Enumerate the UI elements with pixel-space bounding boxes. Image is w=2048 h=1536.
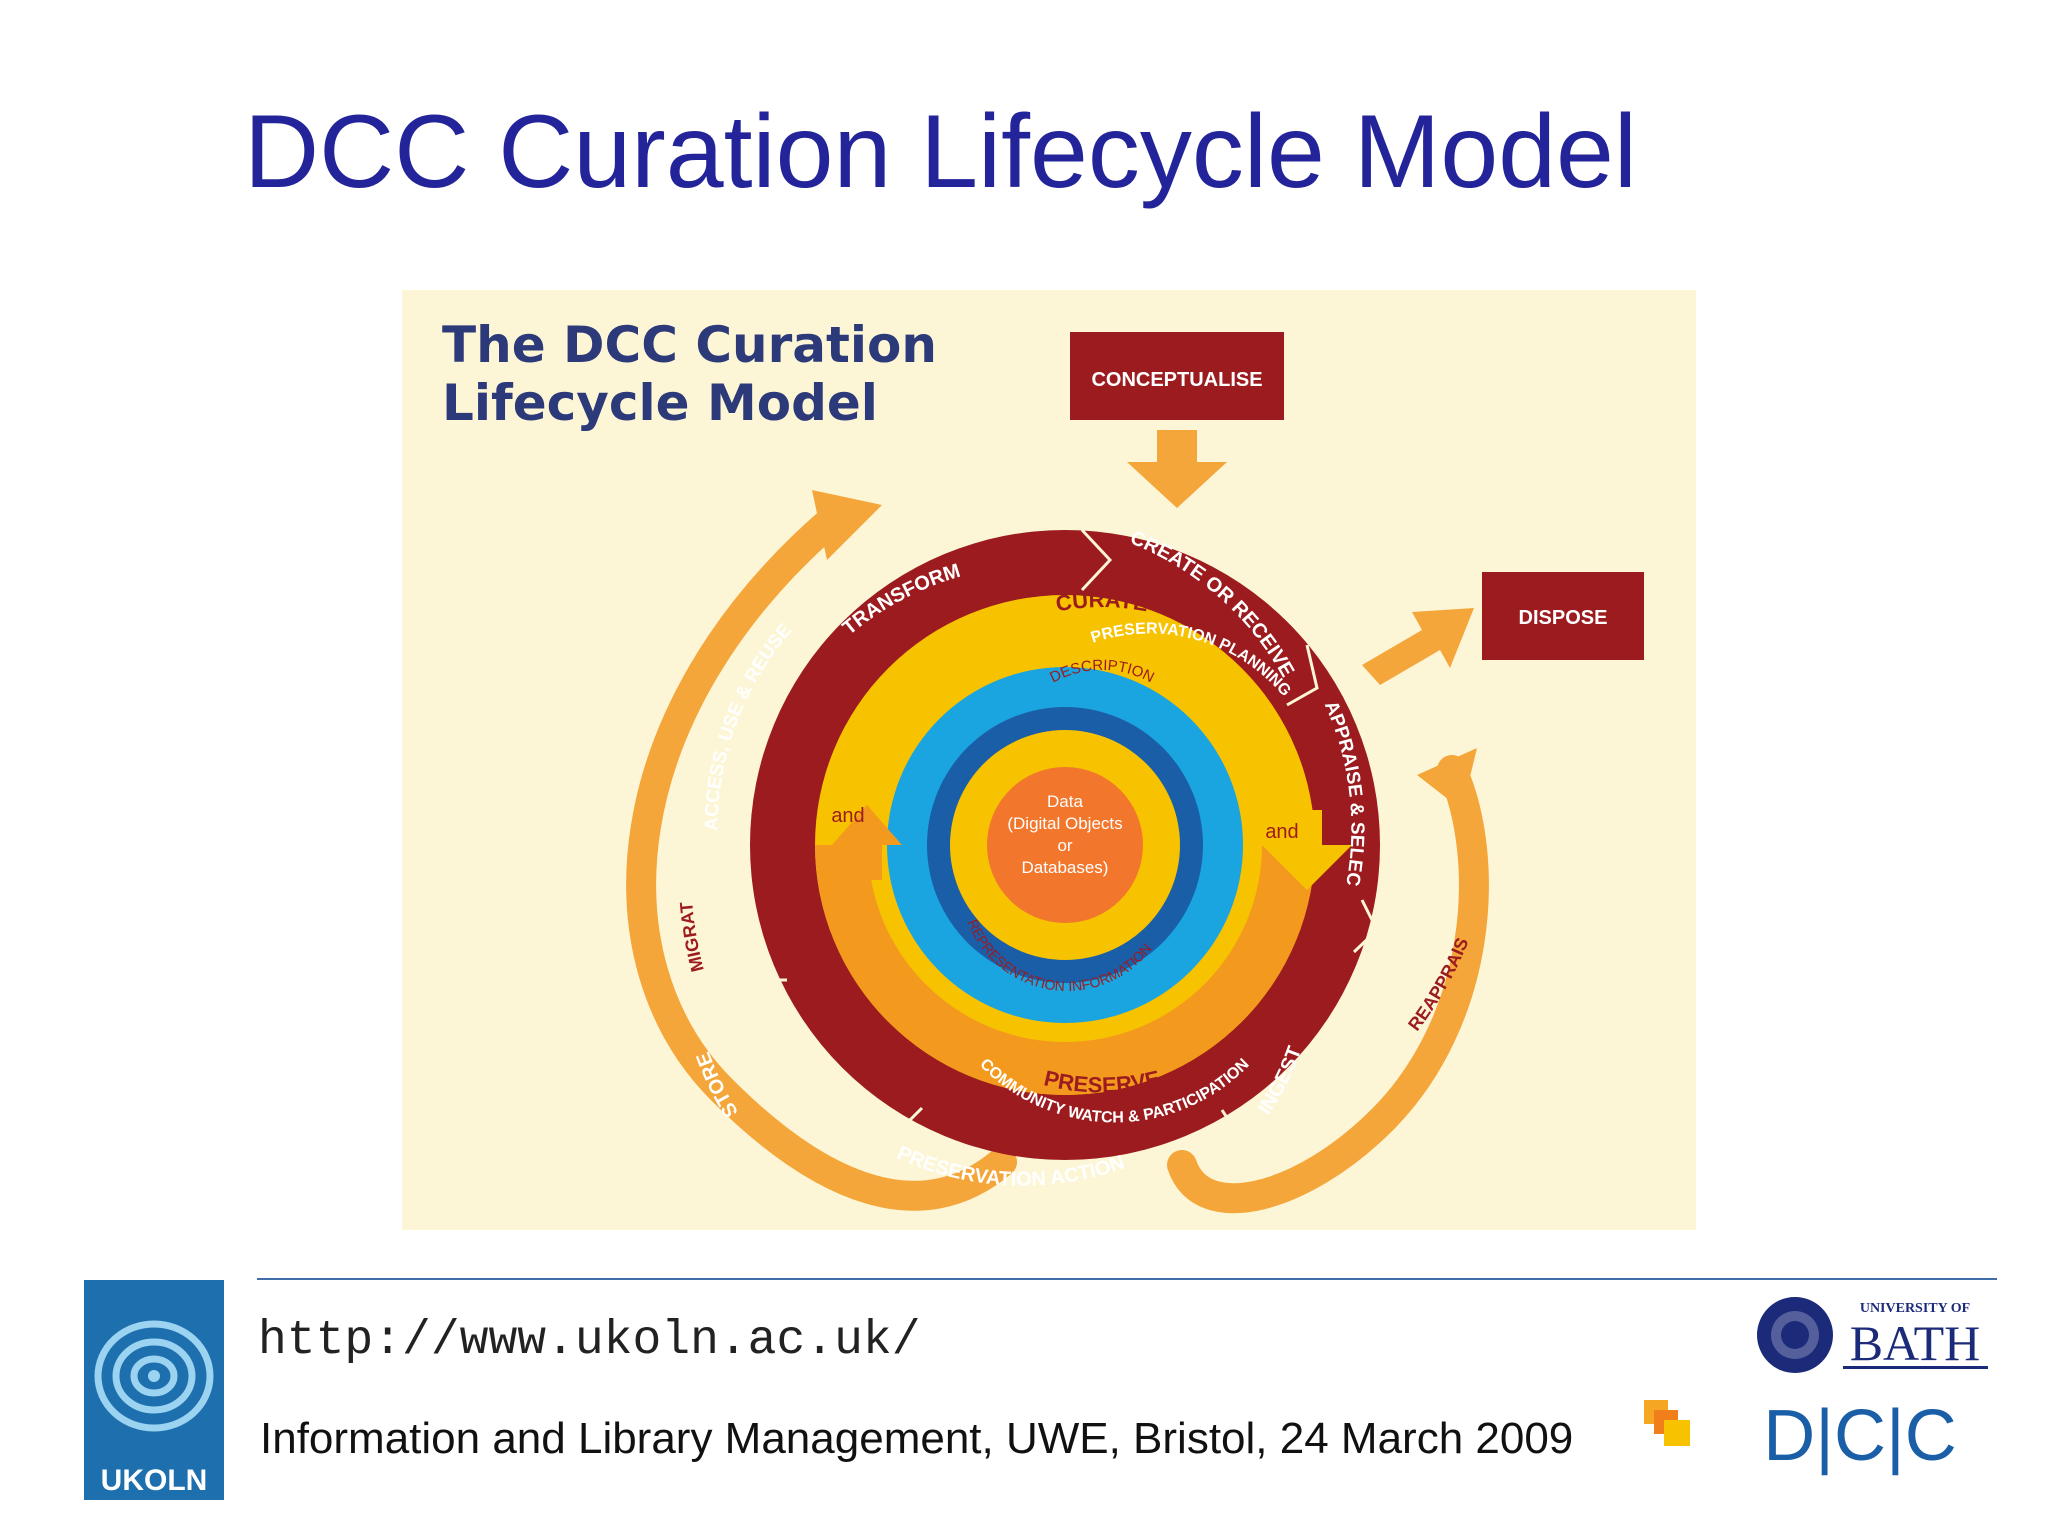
and-left-label: and bbox=[831, 805, 864, 827]
footer-url[interactable]: http://www.ukoln.ac.uk/ bbox=[258, 1314, 921, 1368]
bath-logo-big-text: BATH bbox=[1850, 1315, 1981, 1371]
ukoln-logo: UKOLN bbox=[84, 1280, 224, 1500]
core-line3: or bbox=[1057, 836, 1072, 855]
curation-lifecycle-diagram: The DCC Curation Lifecycle Model CONCEPT… bbox=[402, 290, 1696, 1230]
and-left-arrow bbox=[832, 805, 902, 880]
bath-logo-small-text: UNIVERSITY OF bbox=[1860, 1301, 1970, 1316]
core-line4: Databases) bbox=[1022, 858, 1109, 877]
reappraise-arrowhead bbox=[1417, 748, 1477, 810]
dcc-logo: D|C|C bbox=[1644, 1396, 1957, 1476]
migrate-arrow bbox=[626, 505, 1017, 1211]
footer-event: Information and Library Management, UWE,… bbox=[260, 1414, 1574, 1463]
dcc-logo-text: D|C|C bbox=[1763, 1396, 1956, 1476]
conceptualise-arrow bbox=[1127, 430, 1227, 508]
dispose-label: DISPOSE bbox=[1519, 607, 1608, 629]
slide-title: DCC Curation Lifecycle Model bbox=[244, 94, 1637, 210]
footer-divider bbox=[257, 1278, 1997, 1280]
core-line1: Data bbox=[1047, 792, 1083, 811]
university-of-bath-logo: UNIVERSITY OF BATH bbox=[1757, 1297, 1988, 1373]
migrate-arrowhead bbox=[812, 490, 882, 560]
conceptualise-box bbox=[1070, 332, 1284, 420]
diagram-title-line1: The DCC Curation bbox=[442, 316, 937, 374]
ukoln-logo-text: UKOLN bbox=[101, 1464, 208, 1497]
and-right-arrow bbox=[1262, 810, 1352, 890]
and-right-label: and bbox=[1265, 821, 1298, 843]
dispose-box bbox=[1482, 572, 1644, 660]
data-core bbox=[987, 767, 1143, 923]
diagram-title-line2: Lifecycle Model bbox=[442, 374, 878, 432]
dispose-arrow bbox=[1362, 608, 1474, 685]
outer-ring-separators bbox=[748, 528, 1379, 1153]
conceptualise-label: CONCEPTUALISE bbox=[1091, 369, 1262, 391]
core-line2: (Digital Objects bbox=[1007, 814, 1122, 833]
preserve-ring bbox=[815, 845, 1315, 1095]
curate-label: CURATE bbox=[1054, 587, 1150, 616]
reappraise-arrow bbox=[1167, 755, 1489, 1214]
